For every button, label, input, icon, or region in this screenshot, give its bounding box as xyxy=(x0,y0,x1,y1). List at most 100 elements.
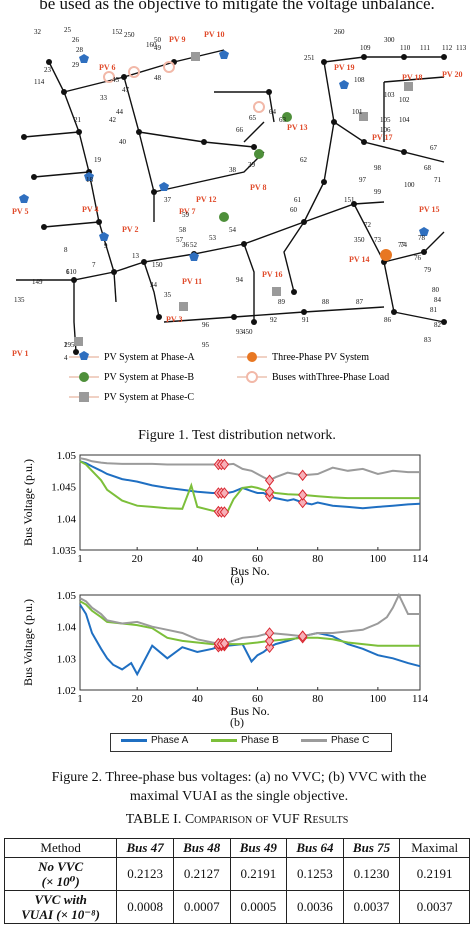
table-cell: 0.0007 xyxy=(172,890,231,924)
header-bus-49: Bus 49 xyxy=(229,838,288,858)
bus-label: 47 xyxy=(122,86,130,94)
x-tick-label: 80 xyxy=(312,553,324,565)
bus-label: 21 xyxy=(74,116,82,124)
x-tick-label: 60 xyxy=(252,553,264,565)
y-axis-label: Bus Voltage (p.u.) xyxy=(21,599,35,686)
pv-label: PV 13 xyxy=(287,123,308,132)
bus-label: 58 xyxy=(179,226,187,234)
bus-label: 83 xyxy=(424,336,432,344)
legend-symbol xyxy=(246,371,258,383)
bus-label: 67 xyxy=(430,144,438,152)
bus-label: 113 xyxy=(456,44,467,52)
pv-label: PV 6 xyxy=(99,63,116,72)
bus-label: 76 xyxy=(414,254,422,262)
bus-label: 111 xyxy=(420,44,430,52)
bus-label: 71 xyxy=(434,176,442,184)
bus-label: 102 xyxy=(399,96,410,104)
legend-label: PV System at Phase-C xyxy=(104,392,194,403)
legend-label: Three-Phase PV System xyxy=(272,352,369,363)
bus-label: 84 xyxy=(434,296,442,304)
bus-label: 7 xyxy=(92,261,96,269)
pv-label: PV 19 xyxy=(334,63,355,72)
plot-area xyxy=(79,454,421,551)
method-line2: VUAI (× 10⁻⁸) xyxy=(21,907,101,922)
bus-label: 66 xyxy=(236,126,244,134)
highlight-bus-marker xyxy=(219,458,230,471)
bus-label: 100 xyxy=(404,181,415,189)
highlight-bus-marker xyxy=(298,469,308,482)
bus-label: 108 xyxy=(354,76,365,84)
legend-label: PV System at Phase-B xyxy=(104,372,194,383)
bus-label: 19 xyxy=(94,156,102,164)
table-cell: 0.2191 xyxy=(399,857,470,891)
bus-label: 32 xyxy=(34,28,42,36)
pv-label: PV 12 xyxy=(196,195,217,204)
bus-label: 610 xyxy=(66,268,77,276)
series-line-phase-a xyxy=(79,460,421,510)
y-axis-label: Bus Voltage (p.u.) xyxy=(21,459,35,546)
series-line-phase-c xyxy=(79,592,420,646)
bus-label: 106 xyxy=(380,126,391,134)
bus-label: 99 xyxy=(374,188,382,196)
x-tick-label: 114 xyxy=(412,693,429,705)
x-tick-label: 100 xyxy=(370,553,387,565)
bus-label: 18 xyxy=(86,176,94,184)
x-tick-label: 1 xyxy=(77,553,83,565)
bus-label: 160 xyxy=(146,41,157,49)
bus-label: 62 xyxy=(300,156,308,164)
bus-label: 89 xyxy=(278,298,286,306)
bus-label: 35 xyxy=(164,291,172,299)
bus-label: 1 xyxy=(66,268,70,276)
bus-label: 97 xyxy=(359,176,367,184)
legend-label: Phase A xyxy=(151,735,189,746)
highlight-bus-marker xyxy=(264,474,275,487)
bus-label: 92 xyxy=(270,316,278,324)
bus-label: 94 xyxy=(236,276,244,284)
pv-label: PV 10 xyxy=(204,30,225,39)
bus-label: 26 xyxy=(72,36,80,44)
bus-label: 98 xyxy=(374,164,382,172)
legend-symbol xyxy=(79,351,89,360)
bus-label: 73 xyxy=(374,236,382,244)
bus-label: 450 xyxy=(242,328,253,336)
table-title: TABLE I. Comparison of VUF Results xyxy=(125,812,349,827)
bus-label: 65 xyxy=(249,114,257,122)
pv-labels: PV 1 PV 2 PV 3 PV 4 PV 5 PV 6 PV 7 PV 8 PV 9 PV 1… xyxy=(12,30,463,358)
vuf-results-table: Method Bus 47 Bus 48 Bus 49 Bus 64 Bus 7… xyxy=(3,838,470,924)
header-maximal: Maximal xyxy=(399,838,470,858)
bus-label: 54 xyxy=(229,226,237,234)
pv-label: PV 14 xyxy=(349,255,370,264)
y-tick-label: 1.04 xyxy=(57,513,77,525)
series-line-phase-b xyxy=(79,460,420,513)
bus-label: 114 xyxy=(34,78,45,86)
pv-label: PV 4 xyxy=(82,205,99,214)
figure1-caption: Figure 1. Test distribution network. xyxy=(138,428,336,443)
bus-label: 64 xyxy=(269,108,277,116)
x-tick-label: 20 xyxy=(132,693,144,705)
bus-label: 39 xyxy=(248,161,256,169)
pv-label: PV 11 xyxy=(182,277,202,286)
bus-label: 38 xyxy=(229,166,237,174)
bus-label: 2 xyxy=(64,341,68,349)
pv-label: PV 20 xyxy=(442,70,463,79)
bus-label: 23 xyxy=(44,66,52,74)
bus-label: 80 xyxy=(432,286,440,294)
bus-label: 150 xyxy=(152,261,163,269)
chart-b-sublabel: (b) xyxy=(230,715,244,729)
bus-label: 45 xyxy=(112,76,120,84)
bus-label: 86 xyxy=(384,316,392,324)
legend-label: Phase B xyxy=(241,735,279,746)
preceding-paragraph-text: be used as the objective to mitigate the… xyxy=(39,0,435,13)
x-tick-label: 20 xyxy=(132,553,144,565)
legend-swatch xyxy=(301,739,327,742)
table-cell: 0.2123 xyxy=(116,857,174,891)
pv-label: PV 9 xyxy=(169,35,186,44)
y-tick-label: 1.05 xyxy=(57,450,77,462)
table-cell: 0.0037 xyxy=(342,890,401,924)
bus-label: 350 xyxy=(354,236,365,244)
legend-item-phase-c: Phase C xyxy=(301,735,369,746)
highlight-bus-marker xyxy=(264,641,275,654)
legend-symbol xyxy=(247,352,257,362)
highlight-bus-marker xyxy=(219,637,230,650)
bus-label: 50 xyxy=(154,36,162,44)
